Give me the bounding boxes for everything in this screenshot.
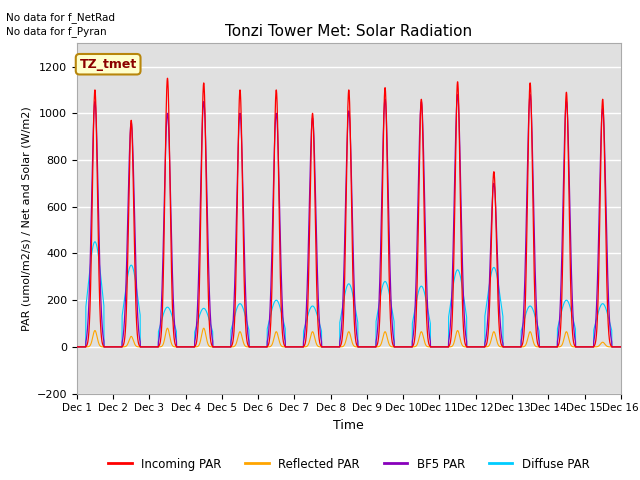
Text: TZ_tmet: TZ_tmet <box>79 58 137 71</box>
Legend: Incoming PAR, Reflected PAR, BF5 PAR, Diffuse PAR: Incoming PAR, Reflected PAR, BF5 PAR, Di… <box>104 453 594 475</box>
Text: No data for f_NetRad: No data for f_NetRad <box>6 12 115 23</box>
X-axis label: Time: Time <box>333 419 364 432</box>
Y-axis label: PAR (umol/m2/s) / Net and Solar (W/m2): PAR (umol/m2/s) / Net and Solar (W/m2) <box>21 106 31 331</box>
Title: Tonzi Tower Met: Solar Radiation: Tonzi Tower Met: Solar Radiation <box>225 24 472 39</box>
Text: No data for f_Pyran: No data for f_Pyran <box>6 26 107 37</box>
